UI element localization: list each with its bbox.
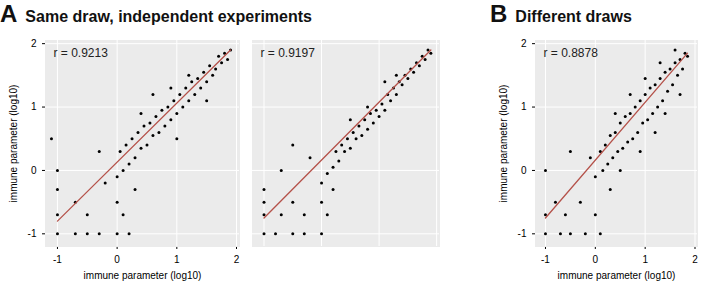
svg-text:1: 1: [31, 101, 37, 112]
svg-text:immune parameter (log10): immune parameter (log10): [8, 85, 19, 203]
svg-text:1: 1: [174, 254, 180, 265]
svg-text:2: 2: [234, 254, 240, 265]
svg-text:0: 0: [521, 165, 527, 176]
svg-text:immune parameter (log10): immune parameter (log10): [498, 85, 509, 203]
svg-text:r = 0.8878: r = 0.8878: [544, 46, 599, 60]
svg-text:0: 0: [114, 254, 120, 265]
svg-text:1: 1: [521, 101, 527, 112]
svg-text:r = 0.9213: r = 0.9213: [54, 46, 109, 60]
svg-text:2: 2: [521, 38, 527, 49]
svg-text:-1: -1: [541, 254, 550, 265]
svg-text:immune parameter (log10): immune parameter (log10): [84, 270, 202, 281]
svg-text:r = 0.9197: r = 0.9197: [261, 46, 316, 60]
svg-text:-1: -1: [28, 228, 37, 239]
html-text:B Different draws: B Different draws: [490, 0, 632, 27]
svg-text:2: 2: [692, 254, 698, 265]
svg-text:0: 0: [593, 254, 599, 265]
svg-text:1: 1: [642, 254, 648, 265]
svg-text:-1: -1: [53, 254, 62, 265]
svg-text:2: 2: [31, 38, 37, 49]
svg-text:-1: -1: [518, 228, 527, 239]
svg-text:immune parameter (log10): immune parameter (log10): [558, 270, 676, 281]
html-text:A Same draw, independent exper: A Same draw, independent experiments: [0, 0, 312, 27]
svg-text:0: 0: [31, 165, 37, 176]
